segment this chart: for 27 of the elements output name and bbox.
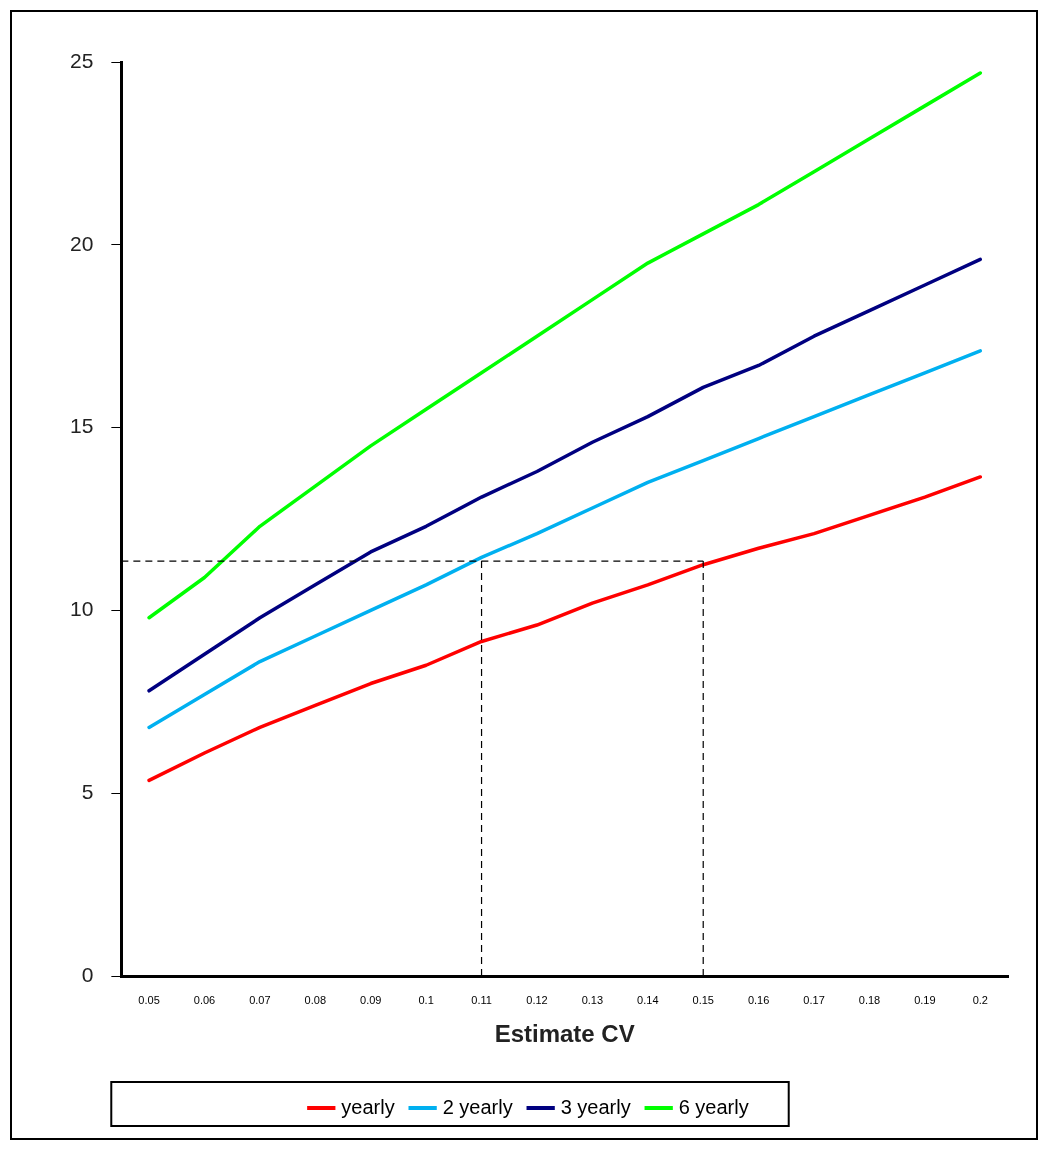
x-tick-label: 0.13 xyxy=(581,993,604,1006)
legend-label: yearly xyxy=(341,1095,395,1118)
x-tick-label: 0.18 xyxy=(858,993,881,1006)
y-tick-label: 25 xyxy=(70,48,94,72)
x-tick-label: 0.15 xyxy=(692,993,714,1006)
x-tick-label: 0.11 xyxy=(471,993,492,1006)
x-tick-label: 0.17 xyxy=(803,993,825,1006)
x-tick-label: 0.06 xyxy=(193,993,216,1006)
y-tick-label: 20 xyxy=(70,231,94,255)
x-tick-label: 0.14 xyxy=(637,993,659,1006)
x-tick-label: 0.07 xyxy=(249,993,271,1006)
y-tick-label: 10 xyxy=(70,597,94,621)
x-tick-label: 0.12 xyxy=(526,993,548,1006)
legend-label: 3 yearly xyxy=(560,1095,631,1118)
x-tick-label: 0.2 xyxy=(972,993,988,1006)
x-tick-label: 0.05 xyxy=(138,993,160,1006)
x-tick-label: 0.16 xyxy=(747,993,770,1006)
legend-label: 6 yearly xyxy=(678,1095,749,1118)
y-tick-label: 15 xyxy=(70,414,94,438)
legend-label: 2 yearly xyxy=(442,1095,513,1118)
x-axis-title: Estimate CV xyxy=(494,1020,635,1048)
x-tick-label: 0.19 xyxy=(914,993,936,1006)
y-tick-label: 0 xyxy=(81,962,94,986)
y-tick-label: 5 xyxy=(81,780,94,803)
x-tick-label: 0.1 xyxy=(418,993,434,1006)
x-tick-label: 0.09 xyxy=(360,993,382,1006)
x-tick-label: 0.08 xyxy=(304,993,327,1006)
